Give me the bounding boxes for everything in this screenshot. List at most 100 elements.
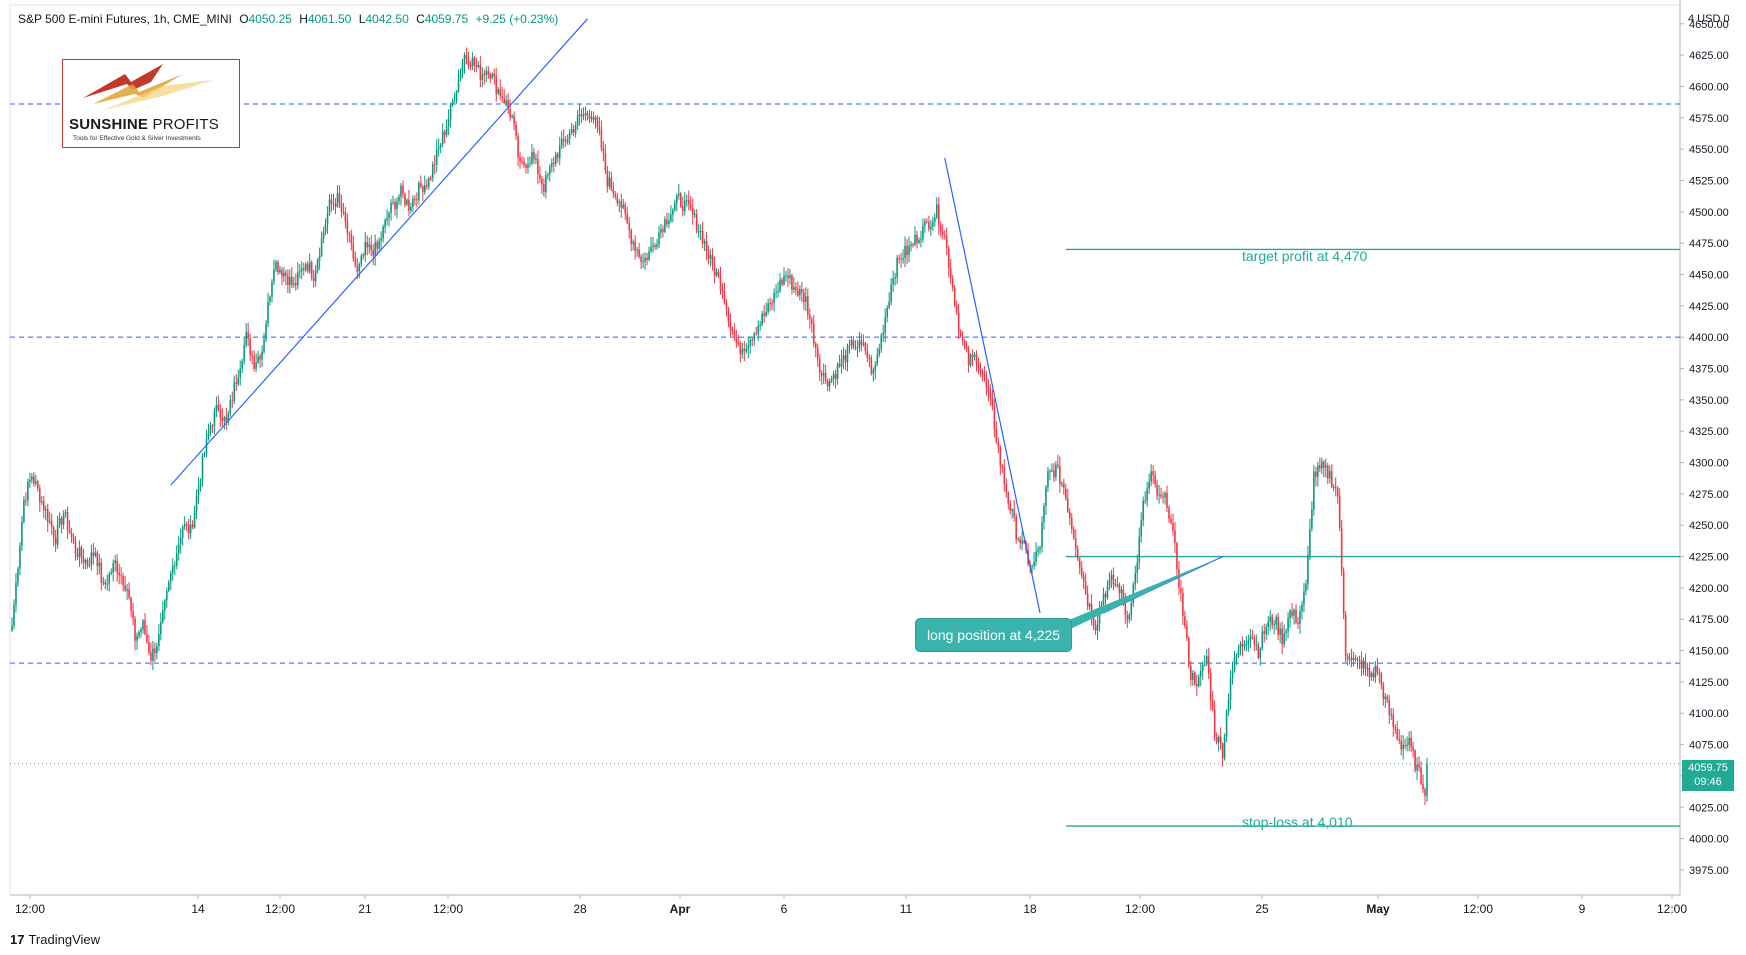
candle-body [1160,494,1162,497]
candle-body [1404,744,1406,746]
candle-body [894,277,896,279]
candle-body [824,372,827,381]
candle-body [1154,475,1156,485]
long-position-callout[interactable]: long position at 4,225 [915,618,1072,652]
candle-body [884,317,887,333]
candle-body [1380,674,1383,685]
candle-body [1328,471,1331,479]
candle-body [1225,711,1228,737]
candle-body [729,321,732,329]
candle-body [354,259,357,267]
candle-body [850,340,853,346]
candle-body [390,202,392,213]
candle-body [378,240,380,249]
candle-body [967,349,970,366]
tradingview-brand[interactable]: 17 TradingView [10,932,100,947]
candle-body [160,622,162,635]
candle-body [1110,574,1113,580]
candle-body [128,589,130,598]
candle-body [1178,569,1180,589]
candle-body [177,544,180,553]
candle-body [620,201,623,208]
price-tick-label: 4000.00 [1689,834,1729,846]
candle-body [1289,610,1291,619]
candle-body [1190,666,1192,680]
candle-body [866,351,869,358]
candle-body [1257,644,1260,659]
candle-body [797,290,799,296]
candle-body [167,582,170,591]
candle-body [793,287,795,290]
candle-body [533,152,535,160]
time-tick-label: 6 [781,902,788,916]
candle-body [475,65,478,67]
candle-body [1324,465,1327,468]
candle-body [171,566,174,574]
candle-body [560,139,563,147]
candle-body [676,195,678,203]
candle-body [50,521,53,528]
price-tick-label: 4275.00 [1689,489,1729,501]
candle-body [481,73,484,80]
candle-body [529,163,531,165]
symbol-legend: S&P 500 E-mini Futures, 1h, CME_MINI O40… [18,12,562,26]
candle-body [342,211,345,213]
candle-body [94,552,97,556]
candle-body [467,59,470,66]
candle-body [848,345,851,347]
candle-body [562,139,565,142]
candle-body [922,225,924,240]
candle-body [612,189,615,194]
candle-body [271,281,273,297]
candle-body [334,203,337,207]
candle-body [1126,615,1129,620]
close-label: C [416,12,425,26]
candle-body [207,433,210,439]
candle-body [78,547,81,558]
candle-body [916,234,918,244]
candle-body [445,126,448,136]
candle-body [606,170,609,187]
candle-body [1013,509,1016,517]
candle-body [1098,608,1101,624]
candle-body [366,242,369,248]
candle-body [1301,604,1303,612]
candle-body [739,343,742,355]
candle-body [181,526,184,538]
candle-body [973,354,976,357]
candle-body [1281,628,1283,645]
candle-body [275,262,277,270]
candle-body [247,332,249,339]
candle-body [279,269,281,273]
candle-body [308,262,311,272]
price-tick-label: 4350.00 [1689,395,1729,407]
open-value: 4050.25 [248,12,292,26]
candle-body [1194,672,1196,685]
candle-body [1305,583,1307,592]
candle-body [102,582,105,584]
candle-body [487,70,490,75]
candle-body [969,354,972,366]
candle-body [989,392,992,398]
candle-body [25,500,27,502]
candle-body [628,222,631,231]
candle-body [1321,461,1323,469]
candle-body [146,634,148,643]
price-unit[interactable]: 4 USD 0 [1688,13,1730,25]
candle-body [420,182,422,187]
candle-body [332,203,335,205]
candle-body [1231,670,1234,679]
candle-body [900,258,902,260]
candle-body [1309,528,1311,556]
candle-body [62,513,65,525]
current-price-value: 4059.75 [1688,762,1728,774]
candle-body [537,158,539,175]
candle-body [551,162,553,167]
candle-body [779,279,781,291]
candle-body [642,261,644,263]
candle-body [846,345,849,363]
candle-body [616,196,619,203]
candle-body [1213,709,1216,738]
candle-body [830,378,833,382]
